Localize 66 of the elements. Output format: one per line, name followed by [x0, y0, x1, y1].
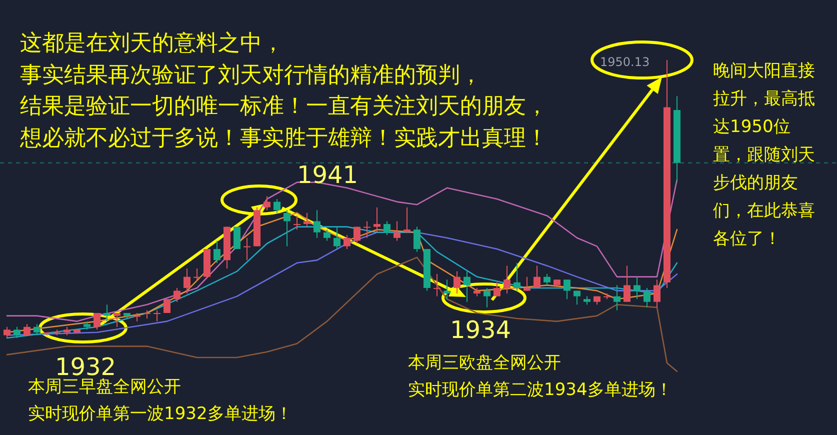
text: 置，跟随刘天	[713, 145, 815, 165]
text: 步伐的朋友	[713, 173, 798, 193]
candlestick	[444, 279, 450, 300]
annotation: 1934	[450, 316, 512, 344]
candlestick	[144, 310, 150, 320]
candlestick	[534, 265, 540, 288]
text: 本周三欧盘全网公开	[408, 353, 561, 373]
candlestick	[334, 226, 340, 250]
candlestick	[284, 210, 290, 247]
candlestick	[464, 270, 470, 302]
text: 达1950位	[713, 117, 790, 137]
text: 这都是在刘天的意料之中，	[20, 31, 284, 56]
candlestick	[374, 206, 380, 233]
text: 实时现价单第二波1934多单进场！	[408, 380, 672, 400]
candlestick	[94, 312, 100, 330]
candlestick	[314, 210, 320, 238]
candlestick	[404, 206, 410, 233]
candlestick	[494, 282, 500, 297]
candlestick	[384, 220, 390, 236]
candlestick	[354, 226, 360, 244]
candlestick	[634, 276, 640, 300]
candlestick	[644, 287, 650, 308]
candlestick	[484, 287, 490, 308]
annotation: 1941	[297, 161, 358, 189]
candlestick	[324, 229, 330, 242]
candlestick	[504, 265, 510, 294]
candlestick	[434, 274, 440, 297]
candlestick	[14, 326, 20, 338]
candlestick	[454, 270, 460, 294]
candlestick	[564, 279, 570, 300]
candlestick	[264, 196, 270, 211]
text: 各位了！	[713, 229, 781, 249]
candlestick	[294, 215, 300, 230]
candlestick	[214, 240, 220, 264]
candlestick	[344, 234, 350, 250]
candlestick	[134, 312, 140, 322]
text: 实时现价单第一波1932多单进场！	[28, 404, 292, 424]
candlestick	[394, 220, 400, 242]
candlestick	[624, 265, 630, 302]
candlestick	[4, 326, 10, 338]
annotation: 事实结果再次验证了刘天对行情的精准的预判，	[20, 63, 482, 88]
candlestick	[104, 304, 110, 322]
candlestick	[414, 226, 420, 252]
candlestick	[184, 268, 190, 294]
candlestick	[304, 212, 310, 228]
candlestick	[164, 298, 170, 314]
text: 们，在此恭喜	[713, 201, 815, 221]
candlestick	[574, 290, 580, 306]
annotation: 想必就不必过于多说！事实胜于雄辩！实践才出真理！	[19, 126, 548, 151]
candlestick	[114, 312, 120, 328]
candlestick	[514, 262, 520, 292]
annotation: 结果是验证一切的唯一标准！一直有关注刘天的朋友，	[20, 94, 548, 119]
candlestick	[34, 324, 40, 336]
candlestick	[654, 279, 660, 308]
candlestick	[524, 276, 530, 292]
candlestick	[544, 274, 550, 286]
candlestick	[174, 287, 180, 302]
candlestick	[154, 310, 160, 322]
candlestick	[274, 198, 280, 214]
text: 拉升，最高抵	[713, 89, 815, 109]
candlestick	[244, 237, 250, 261]
candlestick	[194, 268, 200, 280]
candlestick	[614, 284, 620, 311]
annotation: 1950.13	[600, 55, 650, 69]
candlestick	[364, 220, 370, 238]
text: 晚间大阳直接	[713, 61, 815, 81]
